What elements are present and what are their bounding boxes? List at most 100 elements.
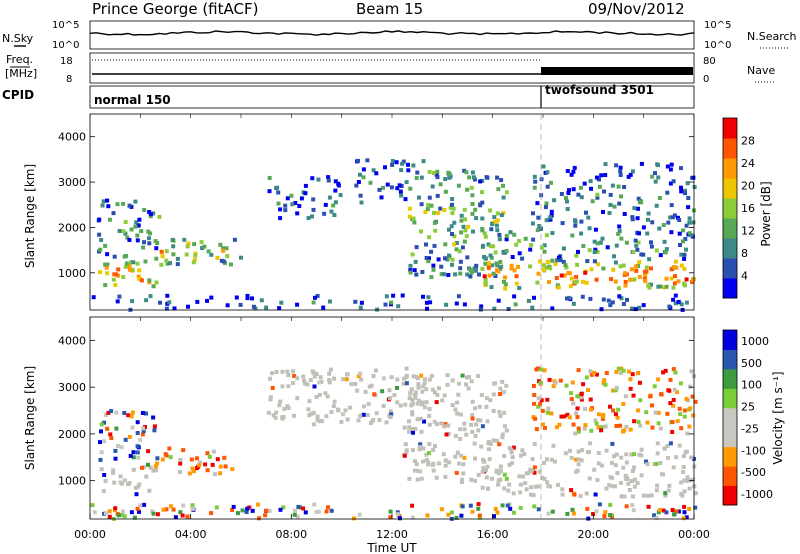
velocity-cell: [328, 367, 333, 372]
velocity-cell: [141, 429, 146, 434]
power-cell: [358, 172, 362, 177]
power-cell: [614, 243, 619, 248]
power-cell: [564, 196, 568, 200]
velocity-cell: [277, 403, 282, 408]
power-cell: [650, 174, 655, 179]
velocity-colorbar-swatch: [723, 427, 737, 448]
velocity-cell: [589, 407, 593, 412]
velocity-cell: [619, 366, 624, 371]
power-cell: [442, 208, 447, 212]
velocity-cell: [626, 481, 631, 486]
velocity-cell: [99, 467, 104, 472]
velocity-cell: [407, 429, 411, 434]
velocity-cell: [292, 512, 297, 517]
power-cell: [516, 264, 520, 269]
velocity-cell: [493, 507, 498, 511]
velocity-cell: [548, 484, 553, 489]
power-cell: [127, 264, 132, 269]
velocity-cell: [690, 394, 695, 399]
velocity-cell: [140, 411, 145, 415]
power-cell: [501, 195, 506, 200]
velocity-cell: [411, 374, 416, 379]
velocity-cell: [319, 379, 324, 384]
velocity-cell: [102, 420, 106, 425]
velocity-cell: [575, 406, 580, 411]
power-cell: [165, 293, 170, 298]
velocity-cell: [485, 396, 489, 401]
velocity-cell: [256, 502, 260, 507]
power-cell: [483, 234, 488, 239]
velocity-cell: [553, 380, 558, 385]
velocity-cell: [558, 378, 563, 383]
velocity-cell: [595, 478, 600, 483]
power-cell: [116, 267, 121, 272]
velocity-cell: [588, 369, 593, 374]
velocity-cell: [608, 513, 613, 518]
power-cell: [483, 281, 488, 286]
velocity-cell: [153, 464, 158, 469]
power-cell: [668, 167, 673, 172]
velocity-cell: [498, 386, 503, 391]
power-cell: [560, 221, 565, 226]
velocity-cell: [500, 379, 505, 384]
velocity-cell: [98, 440, 102, 445]
power-colorbar-label: Power [dB]: [759, 181, 773, 246]
velocity-cell: [671, 403, 676, 408]
power-cell: [450, 232, 454, 236]
nsky-panel-frame: [89, 20, 695, 50]
velocity-cell: [295, 514, 300, 519]
velocity-cell: [604, 448, 609, 453]
velocity-cell: [579, 458, 584, 463]
power-cell: [621, 263, 626, 268]
power-cell: [549, 209, 554, 214]
power-cell: [503, 275, 507, 280]
velocity-cell: [528, 492, 533, 497]
power-cell: [656, 175, 661, 180]
velocity-cell: [612, 454, 617, 459]
power-cell: [565, 207, 570, 211]
power-cell: [658, 284, 663, 289]
power-cell: [221, 248, 226, 253]
power-cell: [538, 259, 543, 264]
velocity-cell: [99, 422, 104, 427]
power-cell: [460, 245, 465, 250]
velocity-cell: [583, 423, 588, 428]
power-cell: [389, 185, 394, 190]
power-cell: [691, 220, 696, 225]
power-cell: [504, 249, 509, 253]
velocity-cell: [374, 411, 379, 416]
power-cell: [431, 263, 436, 268]
velocity-cell: [507, 462, 512, 467]
power-colorbar-swatch: [723, 118, 737, 139]
power-cell: [160, 254, 165, 259]
velocity-cell: [641, 493, 646, 498]
velocity-cell: [345, 372, 349, 377]
velocity-cell: [498, 469, 503, 474]
power-cell: [135, 238, 140, 243]
velocity-cell: [628, 427, 633, 432]
power-cell: [514, 242, 519, 247]
velocity-cell: [487, 457, 492, 462]
power-cell: [157, 214, 162, 219]
velocity-cell: [506, 488, 511, 493]
velocity-colorbar-tick: -500: [741, 466, 766, 479]
power-cell: [137, 217, 142, 222]
power-cell: [681, 228, 686, 233]
velocity-cell: [689, 455, 694, 460]
velocity-cell: [619, 494, 624, 499]
velocity-cell: [536, 507, 541, 512]
power-cell: [172, 306, 177, 311]
power-cell: [171, 252, 176, 257]
velocity-cell: [630, 469, 635, 473]
power-cell: [684, 277, 689, 282]
velocity-cell: [410, 397, 415, 402]
velocity-cell: [677, 406, 682, 411]
power-cell: [114, 272, 119, 277]
power-cell: [414, 245, 419, 250]
power-cell: [488, 208, 493, 213]
power-cell: [139, 229, 144, 234]
power-cell: [548, 180, 553, 185]
power-cell: [641, 303, 646, 308]
velocity-cell: [522, 452, 527, 456]
power-cell: [426, 295, 431, 300]
